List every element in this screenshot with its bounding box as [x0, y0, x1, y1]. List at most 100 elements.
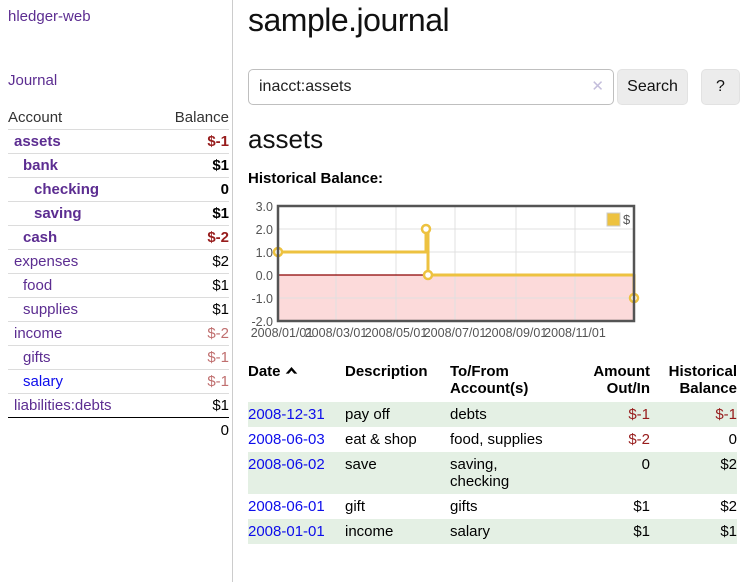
app-title-link[interactable]: hledger-web	[8, 8, 91, 25]
search-button[interactable]: Search	[617, 69, 688, 105]
account-link-liabilities-debts[interactable]: liabilities:debts	[14, 397, 112, 414]
clear-search-icon[interactable]: ✕	[591, 78, 604, 95]
transaction-amount: 0	[641, 456, 650, 473]
account-link-bank[interactable]: bank	[23, 157, 59, 174]
transaction-date-link[interactable]: 2008-06-01	[248, 498, 325, 515]
svg-text:2008/11/01: 2008/11/01	[544, 326, 606, 340]
transaction-accounts: food, supplies	[450, 431, 543, 448]
account-row-saving: saving $1	[8, 202, 229, 226]
accounts-header-balance: Balance	[174, 109, 229, 126]
data-point-markers	[272, 223, 640, 304]
svg-text:-1.0: -1.0	[251, 292, 273, 306]
account-link-gifts[interactable]: gifts	[23, 349, 51, 366]
search-bar: ✕ Search ?	[248, 69, 742, 105]
account-row-salary: salary $-1	[8, 370, 229, 394]
transaction-balance: $2	[720, 456, 737, 473]
transaction-balance: $-1	[715, 406, 737, 423]
chart-legend: $	[606, 212, 631, 227]
account-balance: $1	[212, 157, 229, 174]
account-balance: $-1	[207, 349, 229, 366]
account-link-supplies[interactable]: supplies	[23, 301, 79, 318]
account-link-salary[interactable]: salary	[23, 373, 64, 390]
column-header-amount[interactable]: Amount Out/In	[593, 363, 650, 397]
search-input[interactable]	[248, 69, 614, 105]
register-row: 2008-12-31 pay off debts $-1 $-1	[248, 402, 737, 427]
account-link-expenses[interactable]: expenses	[14, 253, 79, 270]
account-balance: $-2	[207, 229, 229, 246]
transaction-description: income	[345, 523, 394, 540]
accounts-total: 0	[8, 417, 229, 443]
sidebar: hledger-web Journal Account Balance asse…	[0, 0, 233, 582]
svg-text:2008/09/01: 2008/09/01	[485, 326, 548, 340]
account-balance: $-2	[207, 325, 229, 342]
x-axis-labels: 2008/01/01 2008/03/01 2008/05/01 2008/07…	[251, 326, 606, 340]
account-row-expenses: expenses $2	[8, 250, 229, 274]
transaction-date-link[interactable]: 2008-06-03	[248, 431, 325, 448]
account-row-assets: assets $-1	[8, 130, 229, 154]
column-header-balance[interactable]: Historical Balance	[668, 363, 737, 397]
sidebar-item-journal[interactable]: Journal	[8, 72, 58, 89]
account-link-assets[interactable]: assets	[14, 133, 61, 150]
svg-text:3.0: 3.0	[256, 201, 273, 214]
transaction-accounts: debts	[450, 406, 487, 423]
register-row: 2008-06-01 gift gifts $1 $2	[248, 494, 737, 519]
register-table: Date Description To/From Account(s) Amou…	[248, 360, 737, 544]
account-row-liabilities-debts: liabilities:debts $1	[8, 394, 229, 417]
account-balance: $2	[212, 253, 229, 270]
transaction-amount: $1	[633, 498, 650, 515]
account-link-income[interactable]: income	[14, 325, 63, 342]
register-row: 2008-06-03 eat & shop food, supplies $-2…	[248, 427, 737, 452]
account-row-gifts: gifts $-1	[8, 346, 229, 370]
account-link-cash[interactable]: cash	[23, 229, 58, 246]
transaction-accounts: gifts	[450, 498, 478, 515]
transaction-accounts: saving, checking	[450, 456, 510, 490]
svg-text:2008/07/01: 2008/07/01	[424, 326, 487, 340]
svg-text:2.0: 2.0	[256, 223, 273, 237]
main-content: sample.journal ✕ Search ? assets Histori…	[248, 0, 742, 544]
account-balance: $1	[212, 205, 229, 222]
transaction-balance: $2	[720, 498, 737, 515]
transaction-description: gift	[345, 498, 366, 515]
transaction-date-link[interactable]: 2008-01-01	[248, 523, 325, 540]
register-row: 2008-06-02 save saving, checking 0 $2	[248, 452, 737, 494]
transaction-balance: $1	[720, 523, 737, 540]
svg-text:-2.0: -2.0	[251, 315, 273, 329]
transaction-date-link[interactable]: 2008-12-31	[248, 406, 325, 423]
svg-text:1.0: 1.0	[256, 246, 273, 260]
transaction-description: pay off	[345, 406, 390, 423]
account-link-food[interactable]: food	[23, 277, 53, 294]
column-header-description[interactable]: Description	[345, 363, 428, 380]
account-row-cash: cash $-2	[8, 226, 229, 250]
account-row-checking: checking 0	[8, 178, 229, 202]
account-balance: $1	[212, 301, 229, 318]
account-heading: assets	[248, 124, 324, 154]
transaction-amount: $1	[633, 523, 650, 540]
register-header-row: Date Description To/From Account(s) Amou…	[248, 360, 737, 402]
svg-text:2008/03/01: 2008/03/01	[305, 326, 368, 340]
historical-balance-chart: $ 3.0 2.0 1.0 0.0 -1.0 -2.0 2008/01/01 2…	[251, 201, 640, 340]
column-header-date[interactable]: Date	[248, 360, 345, 402]
transaction-accounts: salary	[450, 523, 491, 540]
accounts-header-account: Account	[8, 109, 63, 126]
account-row-supplies: supplies $1	[8, 298, 229, 322]
svg-text:2008/01/01: 2008/01/01	[251, 326, 314, 340]
accounts-table: Account Balance assets $-1 bank $1 check…	[8, 106, 229, 443]
transaction-balance: 0	[728, 431, 737, 448]
chart-border	[276, 204, 636, 323]
svg-text:0.0: 0.0	[256, 269, 273, 283]
column-header-accounts[interactable]: To/From Account(s)	[450, 363, 529, 397]
transaction-description: save	[345, 456, 377, 473]
page-title: sample.journal	[248, 2, 450, 38]
account-balance: 0	[220, 181, 229, 198]
legend-label: $	[623, 212, 631, 227]
transaction-date-link[interactable]: 2008-06-02	[248, 456, 325, 473]
account-link-checking[interactable]: checking	[34, 181, 100, 198]
account-balance: $-1	[207, 133, 229, 150]
account-balance: $-1	[207, 373, 229, 390]
account-balance: $1	[212, 397, 229, 414]
transaction-amount: $-2	[628, 431, 650, 448]
accounts-table-header: Account Balance	[8, 106, 229, 130]
help-button[interactable]: ?	[701, 69, 740, 105]
account-link-saving[interactable]: saving	[34, 205, 82, 222]
